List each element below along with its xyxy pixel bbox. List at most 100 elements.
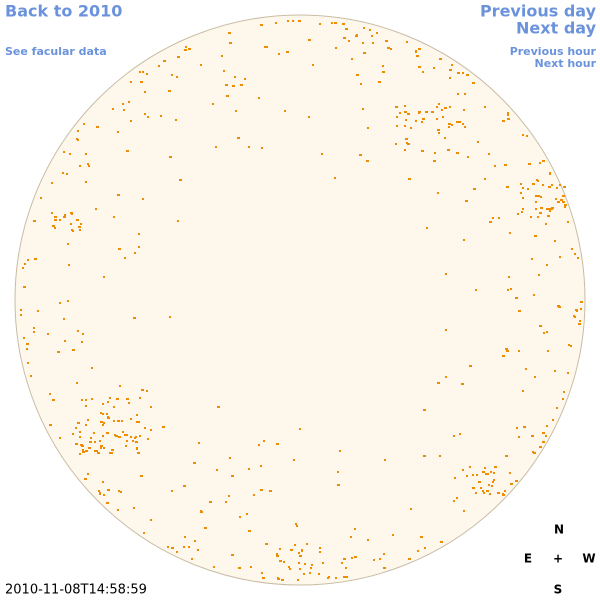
speck xyxy=(546,331,548,333)
speck xyxy=(348,40,350,42)
speck xyxy=(117,420,120,422)
speck xyxy=(469,466,471,468)
speck xyxy=(548,208,550,210)
speck xyxy=(171,547,174,549)
next-day-link[interactable]: Next day xyxy=(516,19,597,38)
speck xyxy=(448,123,451,125)
speck xyxy=(188,546,190,548)
speck xyxy=(516,427,518,429)
speck xyxy=(578,323,581,325)
speck xyxy=(462,469,464,471)
speck xyxy=(410,127,412,129)
speck xyxy=(449,106,451,108)
speck xyxy=(134,252,136,254)
speck xyxy=(509,232,511,234)
speck xyxy=(505,348,508,350)
speck xyxy=(562,195,565,197)
speck xyxy=(539,325,542,327)
speck xyxy=(407,143,410,145)
speck xyxy=(464,93,466,95)
speck xyxy=(543,332,545,334)
speck xyxy=(296,525,298,527)
speck xyxy=(467,156,469,158)
speck xyxy=(396,125,398,127)
back-link[interactable]: Back to 2010 xyxy=(5,2,122,21)
speck xyxy=(309,572,311,574)
speck xyxy=(341,562,343,564)
speck xyxy=(99,440,101,442)
speck xyxy=(442,116,444,118)
speck xyxy=(312,64,314,66)
speck xyxy=(95,208,97,210)
speck xyxy=(410,508,412,510)
speck xyxy=(102,424,104,426)
speck xyxy=(363,52,366,54)
speck xyxy=(133,317,136,319)
speck xyxy=(85,181,87,183)
speck xyxy=(144,91,146,93)
speck xyxy=(66,173,68,175)
speck xyxy=(408,558,411,560)
speck xyxy=(449,77,451,79)
speck xyxy=(440,541,443,543)
speck xyxy=(100,447,102,449)
speck xyxy=(510,288,512,290)
speck xyxy=(286,51,289,53)
speck xyxy=(395,106,398,108)
speck xyxy=(462,123,464,125)
speck xyxy=(279,560,282,562)
speck xyxy=(225,84,228,86)
speck xyxy=(487,473,489,475)
speck xyxy=(577,257,579,259)
speck xyxy=(80,223,82,225)
speck xyxy=(436,106,438,108)
speck xyxy=(515,297,518,299)
speck xyxy=(63,151,65,153)
speck xyxy=(537,195,540,197)
speck xyxy=(416,55,419,57)
speck xyxy=(525,368,527,370)
speck xyxy=(226,95,229,97)
speck xyxy=(114,434,116,436)
speck xyxy=(479,481,481,483)
facular-link[interactable]: See facular data xyxy=(5,45,107,58)
speck xyxy=(229,457,231,459)
previous-hour-link[interactable]: Previous hour xyxy=(510,45,597,58)
speck xyxy=(109,452,111,454)
speck xyxy=(26,343,29,345)
speck xyxy=(472,82,475,84)
speck xyxy=(372,42,374,44)
speck xyxy=(193,462,196,464)
speck xyxy=(570,345,572,347)
speck xyxy=(72,433,74,435)
speck xyxy=(489,221,492,223)
speck xyxy=(457,93,459,95)
speck xyxy=(250,566,252,568)
speck xyxy=(522,390,524,392)
speck xyxy=(406,41,408,43)
speck xyxy=(494,466,497,468)
speck xyxy=(505,455,508,457)
next-hour-link[interactable]: Next hour xyxy=(535,57,597,70)
speck xyxy=(383,567,386,569)
speck xyxy=(396,116,398,118)
speck xyxy=(521,211,523,213)
speck xyxy=(445,329,447,331)
speck xyxy=(545,223,547,225)
speck xyxy=(321,153,323,155)
speck xyxy=(494,165,496,167)
speck xyxy=(533,452,536,454)
speck xyxy=(87,419,89,421)
speck xyxy=(183,546,185,548)
speck xyxy=(194,540,196,542)
speck xyxy=(258,97,260,99)
speck xyxy=(559,256,561,258)
speck xyxy=(184,536,186,538)
speck xyxy=(117,131,119,133)
speck xyxy=(94,441,96,443)
speck xyxy=(308,116,310,118)
speck xyxy=(49,424,52,426)
speck xyxy=(51,212,53,214)
speck xyxy=(125,445,127,447)
previous-day-link[interactable]: Previous day xyxy=(480,2,597,21)
